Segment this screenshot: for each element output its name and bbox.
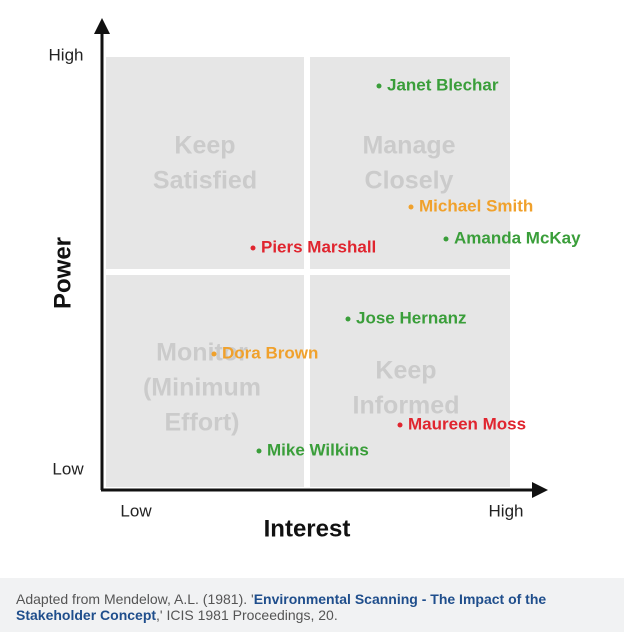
caption-text: Adapted from Mendelow, A.L. (1981). ' <box>16 591 254 607</box>
stakeholder-name: Amanda McKay <box>454 228 581 247</box>
stakeholder-dot <box>345 316 351 322</box>
quadrant-label: Keep <box>174 132 235 160</box>
stakeholder-name: Mike Wilkins <box>267 440 369 459</box>
y-high-label: High <box>49 45 84 64</box>
stakeholder-dot <box>256 448 262 454</box>
quadrant-labels: Keep Satisfied Manage Closely Monitor (Minimu… <box>143 132 460 437</box>
caption-text: ,' ICIS 1981 Proceedings, 20. <box>156 607 338 623</box>
stakeholder-dot <box>250 245 256 251</box>
quadrant-label: Closely <box>365 167 454 195</box>
y-low-label: Low <box>52 459 84 478</box>
y-axis-title: Power <box>49 237 76 309</box>
stakeholders: Janet Blechar Michael Smith Amanda McKay Pi… <box>211 75 581 459</box>
stakeholder-dot <box>376 83 382 89</box>
stakeholder-name: Dora Brown <box>222 343 318 362</box>
quadrant <box>310 57 510 269</box>
quadrant-label: (Minimum <box>143 374 261 402</box>
quadrant-label: Effort) <box>165 409 240 437</box>
x-low-label: Low <box>120 501 152 520</box>
caption: Adapted from Mendelow, A.L. (1981). 'Env… <box>0 578 624 632</box>
quadrant-label: Manage <box>362 132 455 160</box>
stakeholder-name: Maureen Moss <box>408 414 526 433</box>
quadrant-label: Satisfied <box>153 167 257 195</box>
caption-link[interactable]: Environmental Scanning - The Impact of t… <box>16 591 547 623</box>
stakeholder-name: Jose Hernanz <box>356 308 467 327</box>
stakeholder-dot <box>397 422 403 428</box>
x-arrow <box>532 482 548 498</box>
quadrant-label: Keep <box>375 357 436 385</box>
quadrant <box>310 275 510 487</box>
quadrant-label: Informed <box>353 392 460 420</box>
x-high-label: High <box>489 501 524 520</box>
quadrant <box>106 57 304 269</box>
stakeholder-dot <box>408 204 414 210</box>
quadrant <box>106 275 304 487</box>
x-axis-title: Interest <box>264 515 351 542</box>
stakeholder-name: Piers Marshall <box>261 237 376 256</box>
stakeholder-name: Janet Blechar <box>387 75 499 94</box>
stakeholder-name: Michael Smith <box>419 196 533 215</box>
quadrant-label: Monitor <box>156 339 248 367</box>
y-arrow <box>94 18 110 34</box>
grid-diagram: High Low Low High Interest Power Keep Sat… <box>49 18 581 542</box>
stakeholder-dot <box>211 351 217 357</box>
stakeholder-dot <box>443 236 449 242</box>
